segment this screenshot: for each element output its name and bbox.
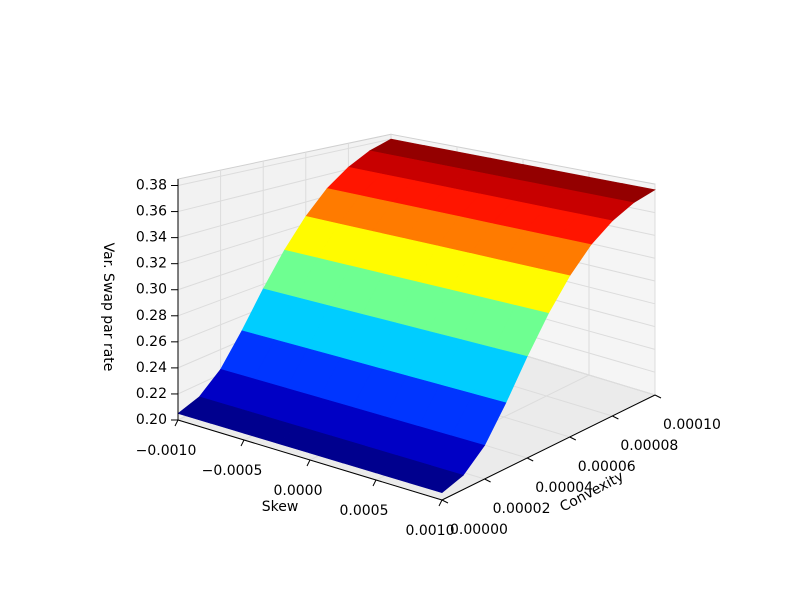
x-tick-label: −0.0005 bbox=[202, 463, 263, 479]
tick-mark bbox=[484, 478, 491, 483]
surface-patch bbox=[408, 465, 464, 494]
tick-mark bbox=[240, 439, 245, 447]
tick-mark bbox=[526, 457, 534, 462]
surface bbox=[177, 138, 656, 494]
z-tick-label: 0.22 bbox=[136, 386, 167, 402]
z-tick-label: 0.36 bbox=[136, 204, 167, 220]
x-tick-label: −0.0010 bbox=[136, 443, 197, 459]
y-tick-label: 0.00004 bbox=[535, 480, 593, 496]
axis-line bbox=[441, 394, 656, 501]
y-tick-label: 0.00000 bbox=[450, 522, 508, 538]
z-tick-label: 0.20 bbox=[136, 412, 167, 428]
z-tick-label: 0.28 bbox=[136, 308, 167, 324]
z-tick-label: 0.30 bbox=[136, 282, 167, 298]
y-tick-label: 0.00010 bbox=[663, 417, 721, 433]
z-tick-label: 0.24 bbox=[136, 360, 167, 376]
x-tick-label: 0.0005 bbox=[340, 503, 389, 519]
z-axis-label: Var. Swap par rate bbox=[100, 243, 116, 372]
tick-mark bbox=[569, 436, 577, 441]
y-tick-label: 0.00008 bbox=[620, 438, 678, 454]
z-tick-label: 0.26 bbox=[136, 334, 167, 350]
tick-mark bbox=[438, 499, 443, 507]
x-tick-label: 0.0010 bbox=[406, 523, 455, 539]
tick-mark bbox=[306, 459, 311, 467]
tick-mark bbox=[174, 419, 179, 427]
tick-mark bbox=[372, 479, 377, 487]
y-tick-label: 0.00002 bbox=[493, 501, 551, 517]
grid-line bbox=[177, 138, 392, 187]
tick-mark bbox=[441, 499, 449, 504]
z-tick-label: 0.32 bbox=[136, 256, 167, 272]
x-axis-label: Skew bbox=[262, 499, 299, 515]
x-tick-label: 0.0000 bbox=[274, 483, 323, 499]
tick-mark bbox=[612, 415, 619, 420]
tick-mark bbox=[654, 394, 662, 399]
z-tick-label: 0.34 bbox=[136, 230, 167, 246]
y-tick-label: 0.00006 bbox=[578, 459, 636, 475]
z-tick-label: 0.38 bbox=[136, 178, 167, 194]
